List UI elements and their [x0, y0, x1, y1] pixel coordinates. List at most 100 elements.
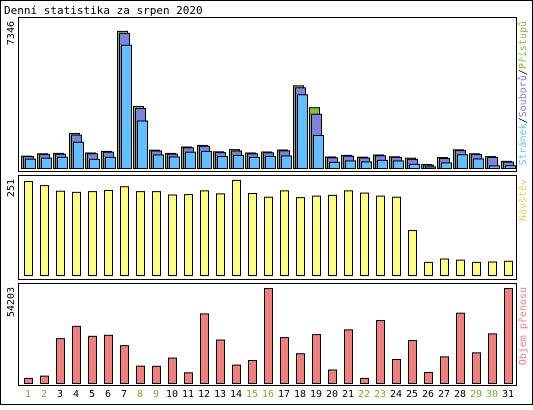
bar-hits-Stránek-2 — [41, 157, 52, 170]
x-tick-label: 8 — [137, 389, 143, 400]
bar-hits-Stránek-21 — [345, 160, 356, 169]
bar-hits-Stránek-9 — [153, 154, 164, 170]
bar-visits-Návštěv-23 — [376, 195, 385, 276]
panel-volume: 54203 Objem přenosu — [6, 283, 529, 386]
bar-visits-Návštěv-6 — [104, 189, 113, 277]
bar-hits-Stránek-8 — [137, 120, 148, 169]
bar-visits-Návštěv-9 — [152, 191, 161, 276]
bar-volume-Objem přenosu-27 — [440, 356, 449, 384]
bar-volume-Objem přenosu-30 — [488, 333, 497, 384]
bar-hits-Stránek-17 — [281, 155, 292, 169]
x-tick-label: 2 — [41, 389, 47, 400]
y-max-label: 54203 — [6, 287, 17, 317]
chart-title: Denní statistika za srpen 2020 — [4, 4, 203, 17]
bar-hits-Stránek-5 — [89, 158, 100, 169]
bar-visits-Návštěv-26 — [424, 261, 433, 276]
bar-visits-Návštěv-10 — [168, 194, 177, 276]
bar-visits-Návštěv-28 — [456, 259, 465, 276]
bar-visits-Návštěv-2 — [40, 185, 49, 276]
bar-visits-Návštěv-19 — [312, 195, 321, 276]
y-max-label: 7346 — [6, 21, 17, 45]
bar-volume-Objem přenosu-24 — [392, 358, 401, 384]
legend-item: Souborů — [517, 75, 529, 117]
x-tick-label: 20 — [326, 389, 338, 400]
panel-visits: 251 Návštěv — [6, 175, 529, 280]
bar-visits-Návštěv-7 — [120, 186, 129, 276]
x-tick-label: 10 — [166, 389, 178, 400]
bar-volume-Objem přenosu-9 — [152, 365, 161, 384]
bar-hits-Stránek-11 — [185, 151, 196, 170]
bar-hits-Stránek-15 — [249, 156, 260, 169]
bar-volume-Objem přenosu-2 — [40, 375, 49, 385]
y-max-label: 251 — [6, 179, 17, 197]
bar-volume-Objem přenosu-31 — [504, 288, 513, 384]
x-tick-label: 4 — [73, 389, 79, 400]
bar-volume-Objem přenosu-7 — [120, 345, 129, 384]
bar-visits-Návštěv-18 — [296, 197, 305, 277]
bar-visits-Návštěv-4 — [72, 191, 81, 277]
legend: Návštěv — [517, 179, 529, 221]
bar-hits-Stránek-6 — [105, 156, 116, 169]
series-Návštěv — [24, 179, 513, 277]
bar-visits-Návštěv-17 — [280, 190, 289, 276]
x-tick-label: 22 — [358, 389, 370, 400]
x-tick-label: 1 — [25, 389, 31, 400]
bar-volume-Objem přenosu-15 — [248, 360, 257, 384]
x-tick-label: 6 — [105, 389, 111, 400]
legend-item: Stránek — [517, 123, 529, 165]
x-tick-label: 5 — [89, 389, 95, 400]
x-tick-label: 21 — [342, 389, 354, 400]
x-tick-label: 7 — [121, 389, 127, 400]
bar-volume-Objem přenosu-18 — [296, 353, 305, 384]
bar-hits-Stránek-10 — [169, 156, 180, 170]
bar-volume-Objem přenosu-12 — [200, 313, 209, 384]
bar-volume-Objem přenosu-16 — [264, 288, 273, 384]
bar-hits-Stránek-14 — [233, 154, 244, 170]
legend: Objem přenosu — [517, 287, 529, 365]
x-tick-label: 30 — [486, 389, 498, 400]
panel-frame — [18, 283, 517, 386]
bar-visits-Návštěv-24 — [392, 196, 401, 276]
x-tick-label: 17 — [278, 389, 290, 400]
legend: Stránek/Souborů/Přístupů — [517, 21, 529, 166]
bar-hits-Stránek-13 — [217, 156, 228, 170]
bar-volume-Objem přenosu-6 — [104, 334, 113, 385]
x-tick-label: 3 — [57, 389, 63, 400]
bar-hits-Stránek-23 — [377, 159, 388, 170]
bar-volume-Objem přenosu-13 — [216, 339, 225, 385]
bar-volume-Objem přenosu-3 — [56, 338, 65, 384]
bar-volume-Objem přenosu-29 — [472, 352, 481, 385]
bar-hits-Stránek-16 — [265, 155, 276, 169]
bar-hits-Stránek-1 — [25, 158, 36, 169]
bar-visits-Návštěv-21 — [344, 190, 353, 276]
x-tick-label: 14 — [230, 389, 242, 400]
bar-volume-Objem přenosu-23 — [376, 320, 385, 385]
bar-visits-Návštěv-29 — [472, 261, 481, 276]
bar-visits-Návštěv-1 — [24, 181, 33, 276]
bar-hits-Stránek-28 — [457, 154, 468, 169]
legend-item: Návštěv — [517, 179, 529, 221]
bar-hits-Stránek-3 — [57, 156, 68, 169]
bar-visits-Návštěv-25 — [408, 230, 417, 276]
bar-visits-Návštěv-16 — [264, 196, 273, 276]
bar-hits-Stránek-27 — [441, 162, 452, 170]
bar-hits-Stránek-30 — [489, 165, 500, 169]
bar-volume-Objem přenosu-14 — [232, 364, 241, 384]
bar-hits-Stránek-24 — [393, 160, 404, 169]
bar-volume-Objem přenosu-19 — [312, 334, 321, 384]
bar-volume-Objem přenosu-22 — [360, 377, 369, 385]
x-tick-label: 25 — [406, 389, 418, 400]
legend-separator: / — [518, 117, 529, 123]
x-tick-label: 19 — [310, 389, 322, 400]
x-tick-label: 24 — [390, 389, 402, 400]
bar-volume-Objem přenosu-17 — [280, 337, 289, 385]
series-Objem přenosu — [24, 288, 513, 385]
panel-hits: 7346 Stránek/Souborů/Přístupů — [6, 17, 529, 172]
bar-visits-Návštěv-13 — [216, 193, 225, 276]
x-tick-label: 11 — [182, 389, 194, 400]
bar-hits-Stránek-25 — [409, 163, 420, 169]
x-tick-label: 13 — [214, 389, 226, 400]
bar-volume-Objem přenosu-20 — [328, 369, 337, 384]
